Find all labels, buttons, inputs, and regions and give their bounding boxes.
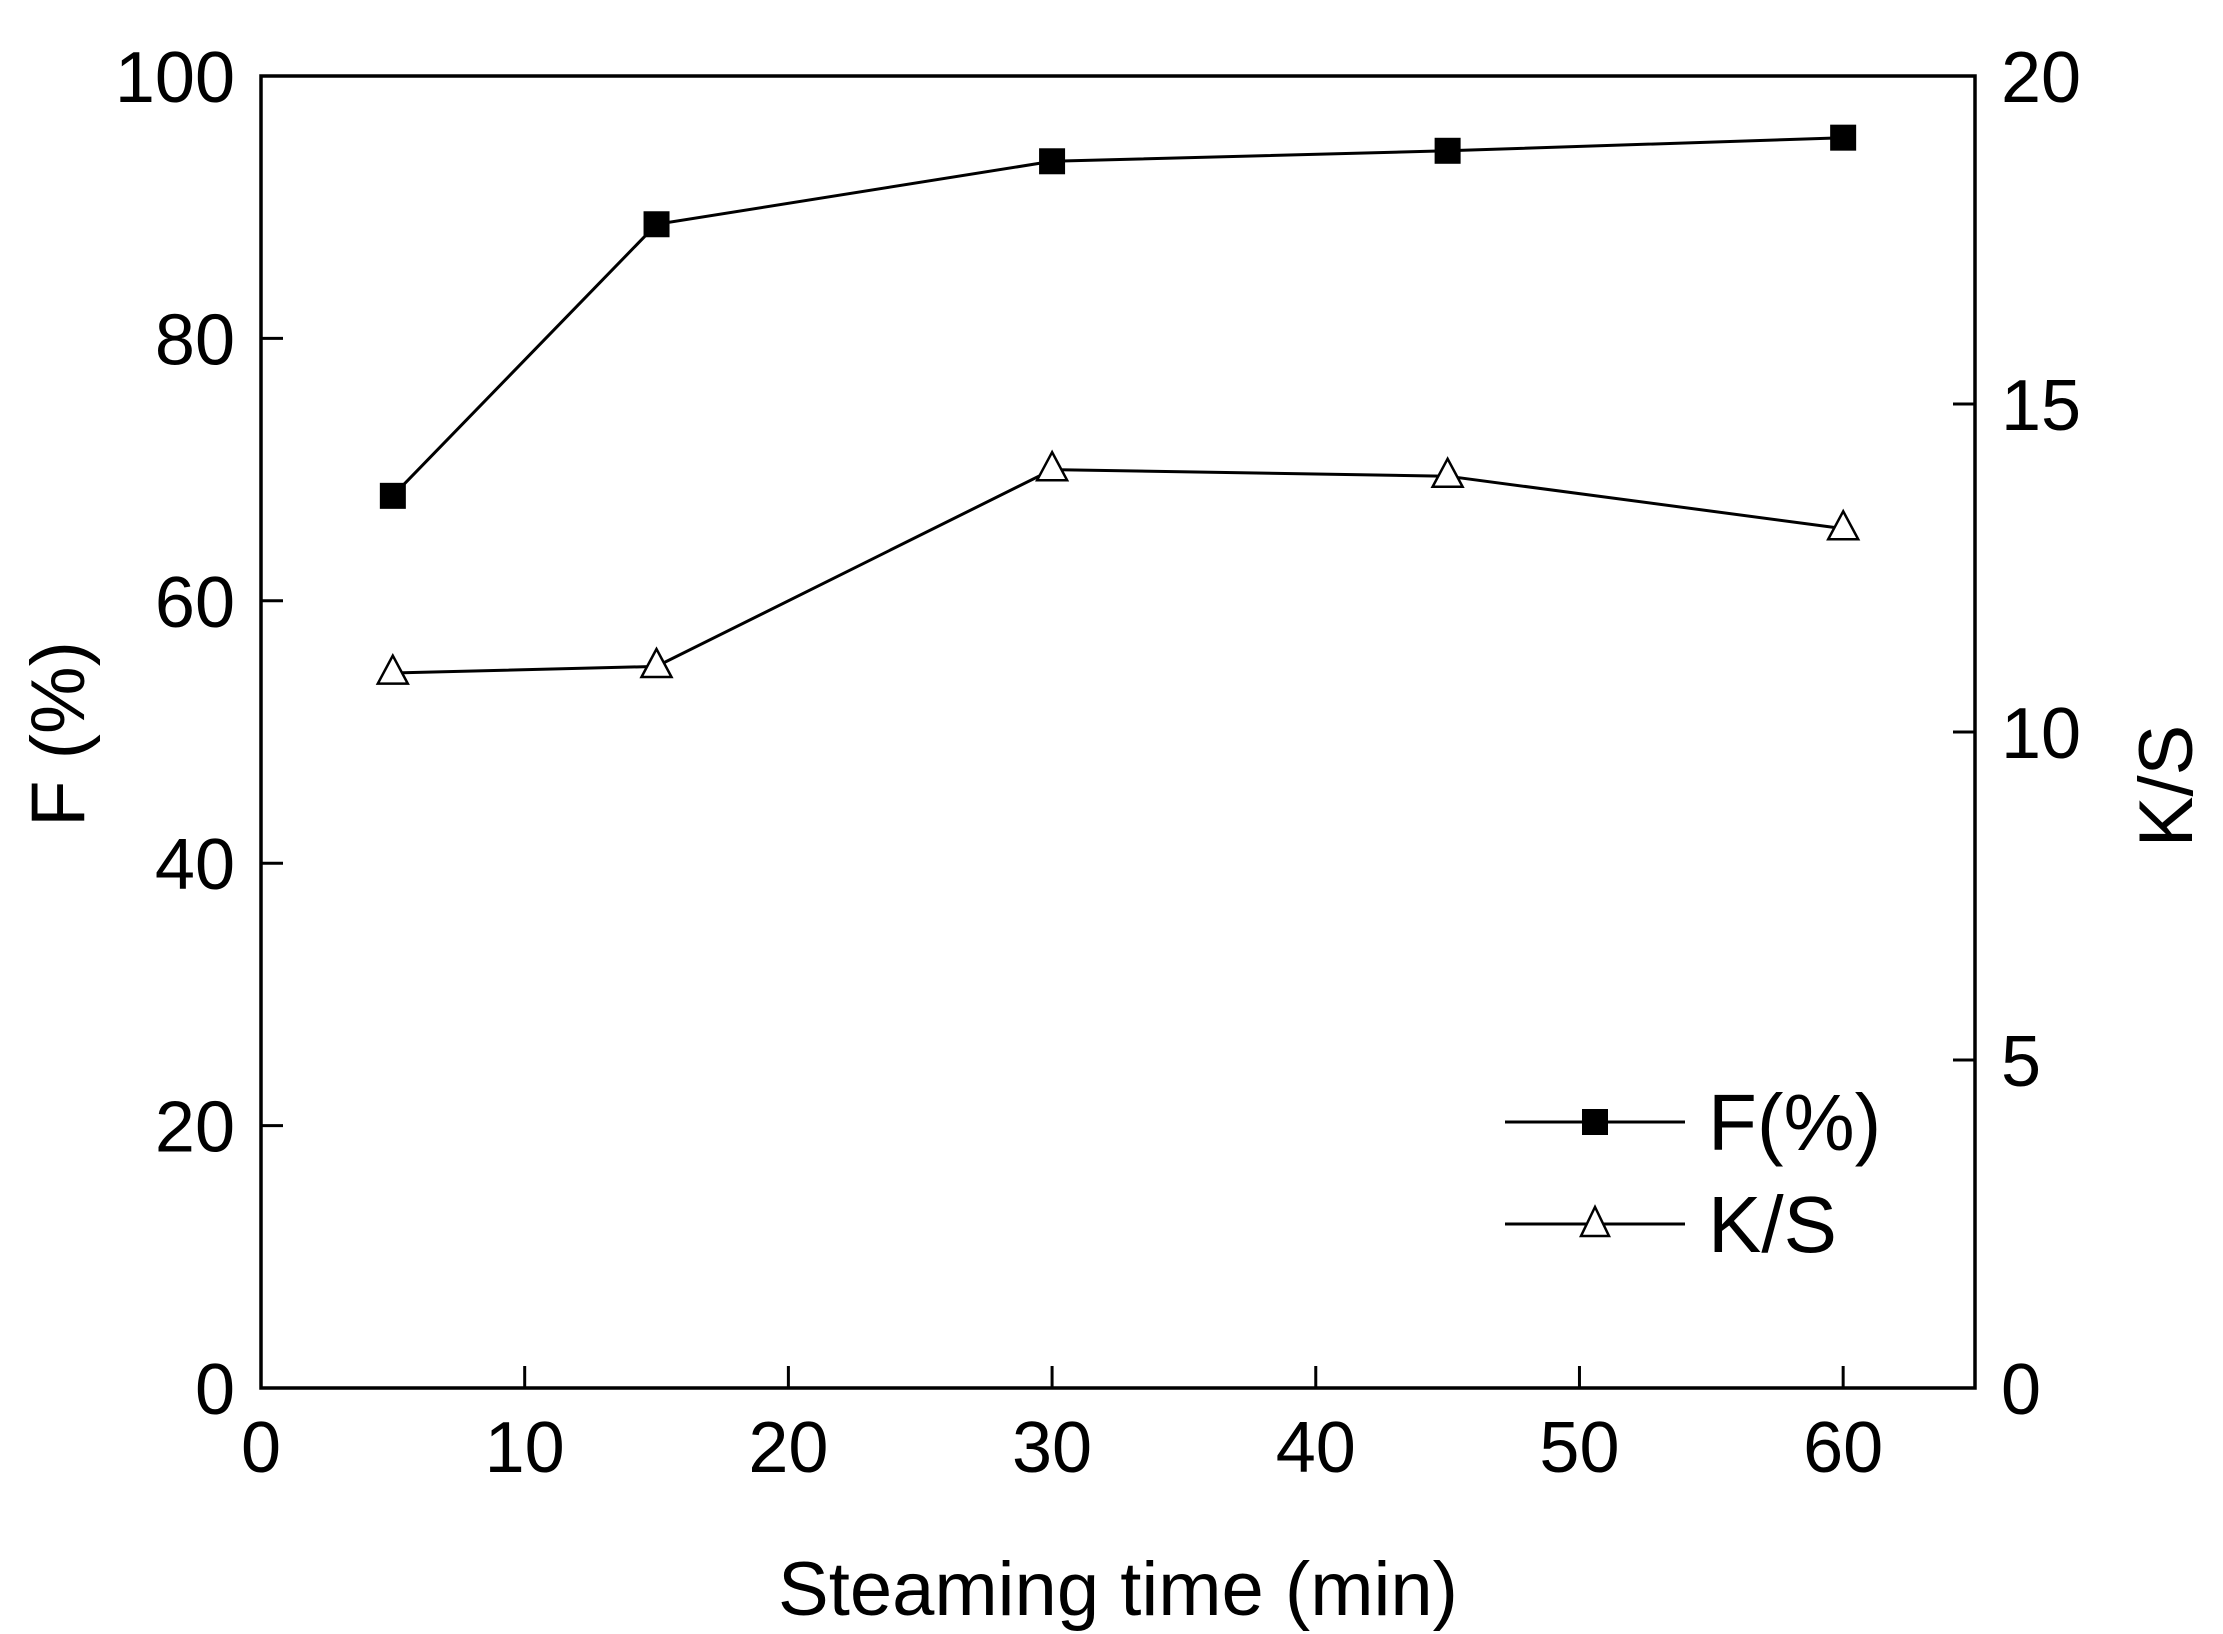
- data-point-ks: [1035, 449, 1070, 482]
- y-right-tick-label: 10: [2001, 694, 2081, 774]
- y-left-tick-label: 0: [195, 1350, 235, 1430]
- x-tick-label: 0: [241, 1408, 281, 1488]
- x-tick-label: 30: [1012, 1408, 1092, 1488]
- data-point-f: [1039, 148, 1066, 175]
- y-left-tick-label: 100: [115, 38, 235, 118]
- legend-entry-ks: K/S: [1505, 1180, 1837, 1269]
- x-tick-label: 10: [485, 1408, 565, 1488]
- y-left-axis-ticks: 0 20 40 60 80 100: [115, 38, 283, 1430]
- data-point-f: [1830, 124, 1857, 151]
- x-tick-label: 20: [748, 1408, 828, 1488]
- data-point-f: [1434, 137, 1461, 164]
- y-left-tick-label: 60: [155, 563, 235, 643]
- y-right-axis-ticks: 0 5 10 15 20: [1953, 38, 2081, 1430]
- y-left-axis-title: F (%): [16, 641, 101, 827]
- series-f: [379, 124, 1857, 509]
- x-tick-label: 60: [1803, 1408, 1883, 1488]
- y-right-axis-title: K/S: [2124, 725, 2209, 848]
- data-point-f: [379, 482, 406, 509]
- data-point-ks: [1430, 456, 1465, 489]
- x-tick-label: 40: [1276, 1408, 1356, 1488]
- legend-entry-f: F(%): [1505, 1078, 1881, 1167]
- y-right-tick-label: 20: [2001, 38, 2081, 118]
- data-point-ks: [639, 646, 674, 679]
- legend-label-f: F(%): [1708, 1078, 1881, 1167]
- y-right-tick-label: 5: [2001, 1022, 2041, 1102]
- x-axis-title: Steaming time (min): [778, 1547, 1458, 1632]
- series-layer: [375, 124, 1861, 685]
- legend-marker-square: [1582, 1109, 1608, 1135]
- x-axis-ticks: 0 10 20 30 40 50 60: [241, 1366, 1883, 1488]
- data-point-f: [643, 211, 670, 238]
- y-right-tick-label: 0: [2001, 1350, 2041, 1430]
- series-ks: [375, 449, 1861, 685]
- y-left-tick-label: 40: [155, 825, 235, 905]
- legend-marker-triangle: [1579, 1204, 1611, 1238]
- y-left-tick-label: 80: [155, 300, 235, 380]
- data-point-ks: [375, 652, 410, 685]
- y-right-tick-label: 15: [2001, 366, 2081, 446]
- legend: F(%) K/S: [1505, 1078, 1881, 1269]
- legend-label-ks: K/S: [1708, 1180, 1837, 1269]
- data-point-ks: [1826, 508, 1861, 541]
- y-left-tick-label: 20: [155, 1088, 235, 1168]
- x-tick-label: 50: [1539, 1408, 1619, 1488]
